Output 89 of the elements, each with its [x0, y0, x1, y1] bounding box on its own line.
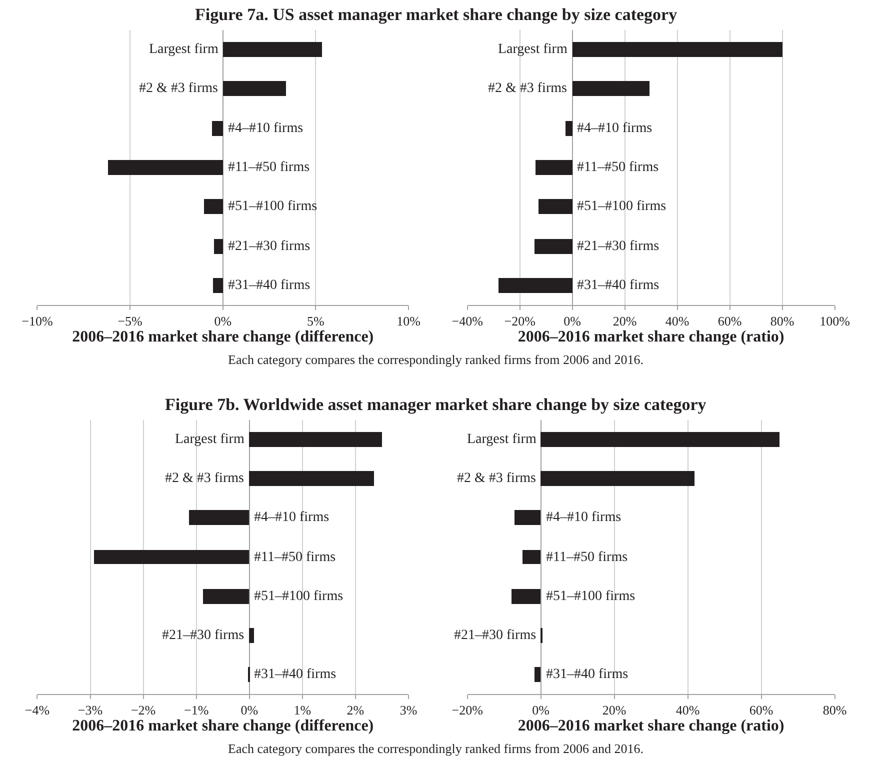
x-tick-label: 100%	[820, 314, 850, 329]
x-axis-title: 2006–2016 market share change (ratio)	[518, 718, 784, 735]
y-tick-label: #21–#30 firms	[454, 628, 536, 643]
x-tick-label: −2%	[130, 702, 156, 718]
y-tick-label: #21–#30 firms	[228, 239, 310, 254]
y-tick-label: #11–#50 firms	[546, 550, 628, 565]
x-tick-label: −20%	[452, 702, 484, 718]
y-tick-label: Largest firm	[467, 432, 536, 447]
x-tick-label: 80%	[822, 702, 847, 718]
x-tick-label: 20%	[612, 314, 637, 329]
bar	[511, 589, 540, 604]
bar	[540, 432, 780, 447]
x-tick-label: 40%	[676, 702, 700, 718]
y-tick-label: #21–#30 firms	[577, 239, 660, 254]
y-tick-label: #31–#40 firms	[228, 278, 310, 293]
y-tick-label: #31–#40 firms	[254, 667, 336, 682]
y-tick-label: #21–#30 firms	[162, 628, 244, 643]
x-tick-label: −1%	[184, 702, 209, 718]
y-tick-label: Largest firm	[498, 42, 568, 57]
x-tick-label: −40%	[452, 314, 484, 329]
y-tick-label: #31–#40 firms	[577, 278, 660, 293]
y-tick-label: Largest firm	[175, 432, 244, 447]
bar	[249, 628, 254, 643]
x-tick-label: 0%	[240, 702, 258, 718]
y-tick-label: #31–#40 firms	[546, 667, 628, 682]
bar	[223, 81, 286, 96]
x-tick-label: 0%	[214, 314, 232, 329]
bar	[565, 121, 572, 136]
y-tick-label: #51–#100 firms	[228, 199, 318, 214]
bar	[535, 160, 572, 175]
bar	[572, 81, 650, 96]
x-tick-label: 0%	[532, 702, 550, 718]
x-tick-label: −4%	[24, 702, 50, 718]
y-tick-label: #4–#10 firms	[228, 121, 304, 136]
x-tick-label: 2%	[346, 702, 364, 718]
bar	[498, 278, 572, 293]
bar	[213, 278, 224, 293]
bar	[212, 121, 224, 136]
x-axis-title: 2006–2016 market share change (ratio)	[518, 328, 784, 346]
y-tick-label: #51–#100 firms	[546, 589, 636, 604]
x-tick-label: 80%	[770, 314, 794, 329]
y-tick-label: #11–#50 firms	[577, 160, 659, 175]
bar	[203, 589, 250, 604]
y-tick-label: #2 & #3 firms	[457, 471, 536, 486]
bar	[514, 510, 540, 525]
bar	[108, 160, 224, 175]
y-tick-label: #11–#50 firms	[228, 160, 310, 175]
y-tick-label: #4–#10 firms	[577, 121, 652, 136]
x-tick-label: 60%	[718, 314, 742, 329]
y-tick-label: #2 & #3 firms	[488, 81, 567, 96]
y-tick-label: #4–#10 firms	[546, 510, 622, 525]
bar	[204, 199, 224, 214]
y-tick-label: #11–#50 firms	[254, 550, 336, 565]
x-tick-label: −10%	[22, 314, 53, 329]
text: Each category compares the correspondingly ranked firms from 2006 and 2016.	[228, 741, 644, 756]
x-tick-label: −3%	[78, 702, 103, 718]
x-tick-label: −20%	[504, 314, 536, 329]
bar	[94, 550, 250, 564]
x-tick-label: −5%	[118, 314, 143, 329]
x-tick-label: 40%	[665, 314, 690, 329]
x-tick-label: 5%	[307, 314, 325, 329]
bar	[538, 199, 572, 214]
bar	[572, 42, 782, 57]
bar	[534, 239, 572, 254]
x-tick-label: 60%	[749, 702, 774, 718]
y-tick-label: #2 & #3 firms	[165, 471, 244, 486]
x-tick-label: 10%	[396, 314, 421, 329]
x-tick-label: 3%	[400, 702, 418, 718]
x-tick-label: 20%	[602, 702, 626, 718]
bar	[534, 667, 540, 682]
y-tick-label: #2 & #3 firms	[139, 81, 218, 96]
x-axis-title: 2006–2016 market share change (difference)	[72, 718, 374, 735]
y-tick-label: #4–#10 firms	[254, 510, 330, 525]
x-tick-label: 1%	[294, 702, 312, 718]
bar	[249, 471, 374, 486]
chart-title: Figure 7b. Worldwide asset manager market share change by size category	[165, 395, 707, 414]
y-tick-label: Largest firm	[149, 42, 218, 57]
bar	[214, 239, 224, 254]
y-tick-label: #51–#100 firms	[254, 589, 344, 604]
x-tick-label: 0%	[564, 314, 582, 329]
text: Each category compares the correspondingly ranked firms from 2006 and 2016.	[228, 352, 644, 367]
y-tick-label: #51–#100 firms	[577, 199, 666, 214]
bar	[249, 432, 382, 447]
bar	[522, 550, 540, 564]
bar	[223, 42, 322, 57]
x-axis-title: 2006–2016 market share change (difference)	[72, 328, 374, 346]
chart-title: Figure 7a. US asset manager market share change by size category	[195, 5, 678, 24]
bar	[540, 471, 694, 486]
bar	[189, 510, 250, 525]
